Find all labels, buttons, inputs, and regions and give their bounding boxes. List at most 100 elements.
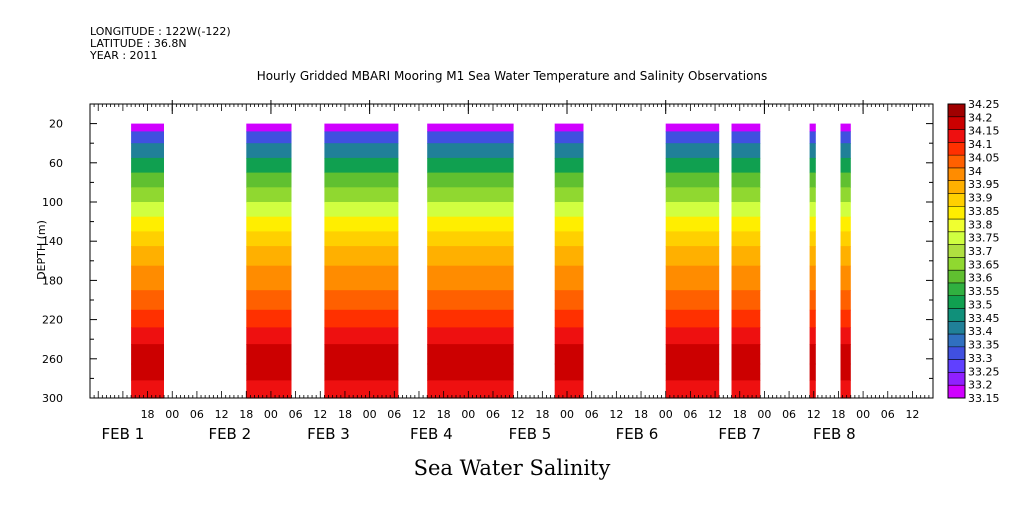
colorbar-label: 33.8 <box>968 218 993 231</box>
salinity-band <box>427 172 514 188</box>
salinity-band <box>665 290 720 311</box>
salinity-band <box>427 344 514 365</box>
salinity-band <box>665 344 720 365</box>
salinity-band <box>554 123 584 132</box>
x-tick-label: 12 <box>708 408 722 421</box>
x-tick-label: 12 <box>313 408 327 421</box>
x-tick-label: 12 <box>511 408 525 421</box>
salinity-band <box>665 246 720 267</box>
salinity-band <box>554 309 584 328</box>
salinity-band <box>809 363 816 381</box>
colorbar-label: 34.05 <box>968 152 1000 165</box>
salinity-band <box>324 290 399 311</box>
salinity-band <box>246 202 292 218</box>
salinity-band <box>840 187 851 203</box>
colorbar-label: 33.25 <box>968 365 1000 378</box>
x-date-label: FEB 7 <box>718 425 761 443</box>
salinity-band <box>731 187 761 203</box>
salinity-band <box>554 143 584 159</box>
salinity-band <box>809 309 816 328</box>
colorbar-label: 33.85 <box>968 205 1000 218</box>
data-segment <box>246 123 292 399</box>
salinity-band <box>665 231 720 247</box>
data-segment <box>427 123 514 399</box>
colorbar-swatch <box>948 104 965 118</box>
salinity-band <box>246 290 292 311</box>
x-tick-label: 18 <box>634 408 648 421</box>
colorbar-swatch <box>948 359 965 373</box>
year-label: YEAR : 2011 <box>89 49 158 62</box>
colorbar-swatch <box>948 295 965 309</box>
salinity-band <box>554 290 584 311</box>
salinity-band <box>554 363 584 381</box>
x-tick-label: 18 <box>338 408 352 421</box>
colorbar-swatch <box>948 116 965 130</box>
x-tick-label: 00 <box>264 408 278 421</box>
salinity-band <box>731 246 761 267</box>
salinity-band <box>809 123 816 132</box>
colorbar-swatch <box>948 334 965 348</box>
salinity-band <box>246 172 292 188</box>
x-date-label: FEB 2 <box>208 425 251 443</box>
x-tick-label: 12 <box>807 408 821 421</box>
salinity-band <box>554 246 584 267</box>
plot-data-layer <box>131 123 851 399</box>
salinity-band <box>554 187 584 203</box>
salinity-band <box>427 290 514 311</box>
salinity-band <box>731 290 761 311</box>
salinity-band <box>427 246 514 267</box>
colorbar-label: 33.9 <box>968 192 993 205</box>
colorbar-label: 33.6 <box>968 272 993 285</box>
colorbar-label: 33.55 <box>968 285 1000 298</box>
colorbar-swatch <box>948 372 965 386</box>
salinity-band <box>809 380 816 399</box>
salinity-band <box>324 344 399 365</box>
salinity-band <box>246 380 292 399</box>
y-tick-label: 100 <box>42 196 63 209</box>
salinity-band <box>665 131 720 144</box>
x-tick-label: 12 <box>215 408 229 421</box>
salinity-band <box>731 216 761 232</box>
salinity-band <box>665 143 720 159</box>
salinity-band <box>324 131 399 144</box>
colorbar-label: 33.75 <box>968 232 1000 245</box>
colorbar-swatch <box>948 231 965 245</box>
colorbar-frame <box>947 103 966 399</box>
salinity-band <box>731 265 761 291</box>
x-date-label: FEB 5 <box>509 425 552 443</box>
salinity-band <box>665 123 720 132</box>
salinity-band <box>324 216 399 232</box>
colorbar-label: 34.25 <box>968 98 1000 111</box>
salinity-band <box>840 309 851 328</box>
colorbar-swatch <box>948 180 965 194</box>
colorbar-label: 33.7 <box>968 245 993 258</box>
salinity-band <box>731 172 761 188</box>
salinity-band <box>131 231 164 247</box>
salinity-band <box>840 344 851 365</box>
x-tick-label: 00 <box>165 408 179 421</box>
x-tick-label: 18 <box>535 408 549 421</box>
salinity-band <box>427 380 514 399</box>
data-segment <box>809 123 816 399</box>
y-tick-label: 60 <box>49 157 63 170</box>
x-tick-label: 00 <box>560 408 574 421</box>
salinity-band <box>731 157 761 174</box>
salinity-band <box>246 309 292 328</box>
salinity-band <box>131 290 164 311</box>
longitude-label: LONGITUDE : 122W(-122) <box>90 25 231 38</box>
salinity-band <box>840 290 851 311</box>
salinity-band <box>809 246 816 267</box>
x-tick-label: 06 <box>881 408 895 421</box>
salinity-band <box>324 172 399 188</box>
chart-subtitle: Sea Water Salinity <box>414 456 611 480</box>
x-tick-label: 00 <box>659 408 673 421</box>
colorbar-label: 33.15 <box>968 392 1000 405</box>
x-tick-label: 06 <box>782 408 796 421</box>
salinity-band <box>554 327 584 345</box>
salinity-band <box>324 231 399 247</box>
salinity-band <box>427 131 514 144</box>
salinity-band <box>246 363 292 381</box>
salinity-band <box>731 123 761 132</box>
salinity-band <box>427 123 514 132</box>
y-tick-label: 300 <box>42 392 63 405</box>
